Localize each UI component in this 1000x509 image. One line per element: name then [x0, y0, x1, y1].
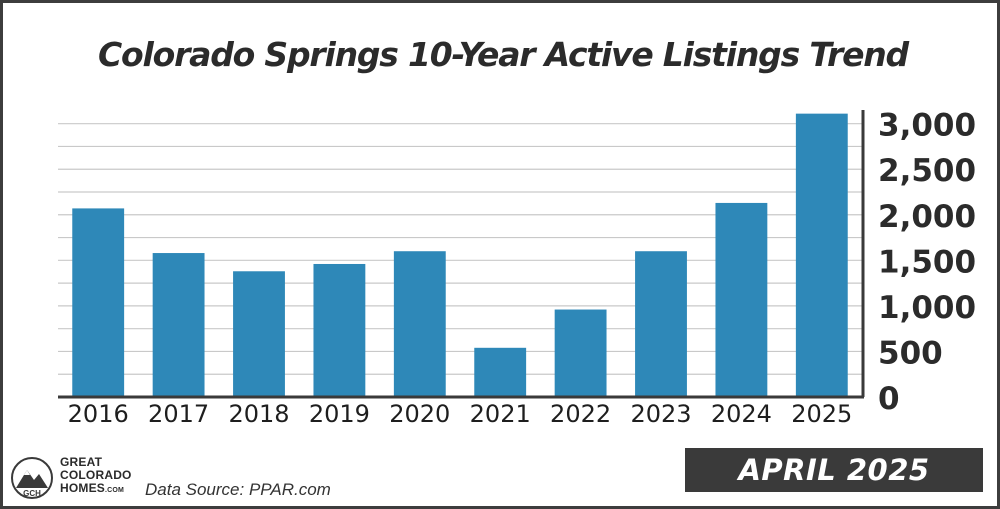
x-tick-label: 2017 — [148, 400, 209, 428]
bar-2022 — [554, 309, 607, 397]
date-banner: APRIL 2025 — [685, 448, 983, 492]
logo-badge-text: GCH — [23, 489, 41, 498]
x-tick-label: 2020 — [389, 400, 450, 428]
logo-line-3-text: HOMES — [60, 481, 106, 495]
bar-2019 — [313, 263, 366, 397]
bar-2020 — [393, 251, 446, 397]
bar-2021 — [474, 347, 527, 397]
logo-line-3: HOMES.COM — [60, 482, 140, 497]
logo-line-2: COLORADO — [60, 468, 132, 482]
y-tick-label: 2,000 — [878, 199, 976, 235]
y-tick-label: 3,000 — [878, 108, 976, 144]
mountain-badge-icon: GCH — [11, 457, 53, 499]
x-tick-label: 2021 — [470, 400, 531, 428]
x-tick-label: 2025 — [791, 400, 852, 428]
data-source-note: Data Source: PPAR.com — [145, 480, 331, 499]
chart-title: Colorado Springs 10-Year Active Listings… — [98, 35, 909, 74]
x-tick-label: 2024 — [711, 400, 772, 428]
logo-line-1: GREAT — [60, 455, 103, 469]
company-logo: GCH GREAT COLORADO HOMES.COM — [10, 454, 140, 502]
y-tick-label: 500 — [878, 335, 943, 371]
logo-suffix: .COM — [105, 487, 125, 494]
y-tick-label: 1,500 — [878, 244, 976, 280]
bar-2016 — [72, 208, 125, 397]
x-tick-label: 2022 — [550, 400, 611, 428]
y-tick-label: 0 — [878, 381, 900, 417]
y-tick-label: 2,500 — [878, 153, 976, 189]
bar-2025 — [795, 113, 848, 398]
logo-wordmark: GREAT COLORADO HOMES.COM — [60, 456, 140, 497]
x-tick-label: 2018 — [228, 400, 289, 428]
bar-2023 — [635, 251, 687, 397]
bar-2018 — [233, 271, 285, 397]
x-tick-label: 2023 — [630, 400, 691, 428]
bar-2017 — [152, 253, 205, 397]
x-tick-label: 2019 — [309, 400, 370, 428]
bar-2024 — [715, 202, 768, 397]
x-tick-label: 2016 — [68, 400, 129, 428]
y-tick-label: 1,000 — [878, 290, 976, 326]
